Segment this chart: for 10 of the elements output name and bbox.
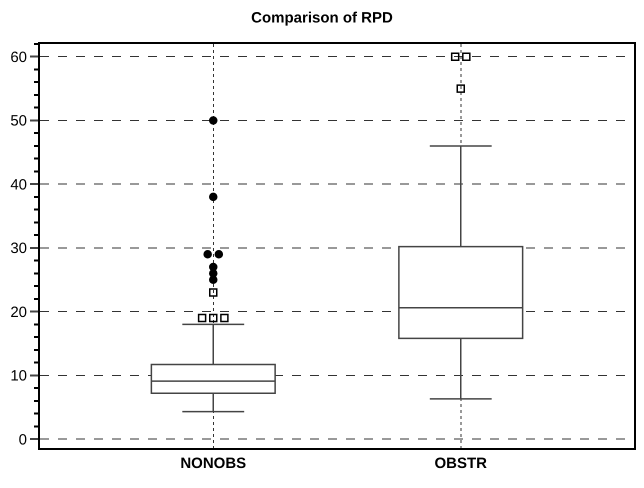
y-tick-label: 50	[10, 112, 27, 130]
y-tick-label: 20	[10, 304, 27, 321]
y-tick-label: 60	[10, 48, 27, 66]
x-tick-label: NONOBS	[180, 455, 246, 472]
y-tick-label: 40	[10, 176, 27, 194]
x-tick-label: OBSTR	[434, 455, 488, 472]
chart-title: Comparison of RPD	[251, 10, 393, 27]
y-tick-label: 10	[10, 368, 27, 385]
y-tick-label: 30	[10, 240, 27, 258]
y-tick-label: 0	[18, 431, 27, 448]
